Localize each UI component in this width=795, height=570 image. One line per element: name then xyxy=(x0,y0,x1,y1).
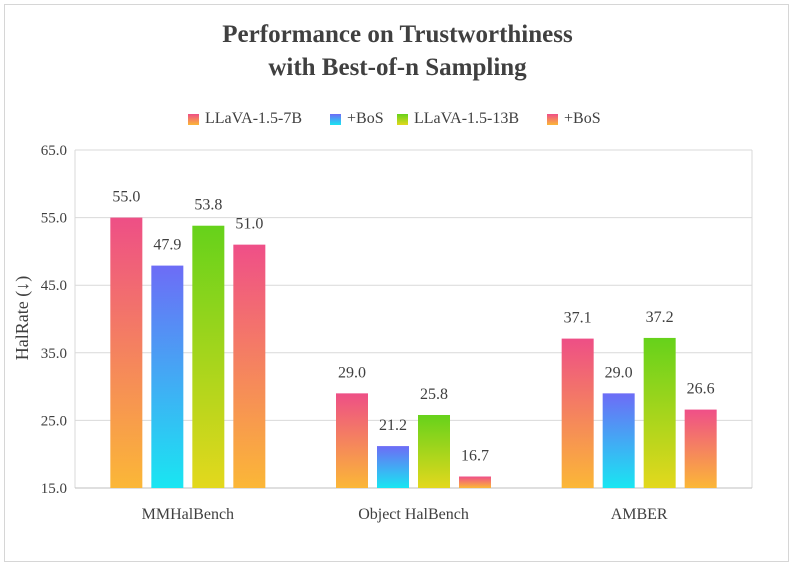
bar-2-3 xyxy=(684,409,717,488)
bar-1-2 xyxy=(418,414,450,488)
bar-2-0 xyxy=(561,338,594,488)
data-label: 47.9 xyxy=(153,237,181,254)
y-tick-labels: 15.0 25.0 35.0 45.0 55.0 65.0 xyxy=(41,143,67,497)
data-label: 26.6 xyxy=(687,381,715,398)
bar-2-1 xyxy=(602,393,635,488)
legend-label-llava-7b: LLaVA-1.5-7B xyxy=(205,110,303,127)
bar-1-0 xyxy=(336,393,368,488)
data-label: 29.0 xyxy=(338,364,366,381)
bar-0-1 xyxy=(151,265,184,488)
bars xyxy=(110,217,717,488)
data-label: 37.1 xyxy=(564,310,592,327)
y-tick-label: 25.0 xyxy=(41,413,67,429)
chart-title: Performance on Trustworthiness with Best… xyxy=(0,18,795,84)
y-tick-label: 55.0 xyxy=(41,211,67,227)
bar-1-1 xyxy=(377,446,409,488)
legend-swatch-bos-7b xyxy=(330,113,341,125)
y-tick-label: 35.0 xyxy=(41,346,67,362)
bar-0-2 xyxy=(192,225,225,488)
y-tick-label: 15.0 xyxy=(41,481,67,497)
legend-item-llava-13b: LLaVA-1.5-13B xyxy=(397,108,519,130)
y-axis-label: HalRate (↓) xyxy=(12,276,33,360)
x-category-label: MMHalBench xyxy=(142,506,234,523)
legend-label-llava-13b: LLaVA-1.5-13B xyxy=(414,110,520,127)
y-tick-label: 65.0 xyxy=(41,143,67,159)
data-label: 37.2 xyxy=(646,309,674,326)
legend-swatch-bos-13b xyxy=(547,113,558,125)
data-label: 51.0 xyxy=(235,216,263,233)
legend-label-bos-7b: +BoS xyxy=(347,110,384,127)
legend-item-bos-7b: +BoS xyxy=(330,108,384,130)
legend-swatch-llava-13b xyxy=(397,113,408,125)
chart-title-line-2: with Best-of-n Sampling xyxy=(268,54,527,81)
x-category-label: Object HalBench xyxy=(358,506,469,523)
gridlines xyxy=(74,149,753,489)
data-label: 55.0 xyxy=(112,189,140,206)
bar-0-3 xyxy=(233,244,266,488)
data-labels: 55.0 47.9 53.8 51.0 29.0 21.2 25.8 16.7 37.1 29.0… xyxy=(112,189,714,465)
legend-swatch-llava-7b xyxy=(188,113,199,125)
y-tick-label: 45.0 xyxy=(41,278,67,294)
data-label: 16.7 xyxy=(461,448,489,465)
bar-0-0 xyxy=(110,217,143,488)
bar-1-3 xyxy=(459,476,491,488)
legend-item-bos-13b: +BoS xyxy=(547,108,601,130)
data-label: 53.8 xyxy=(194,197,222,214)
x-category-labels: MMHalBench Object HalBench AMBER xyxy=(142,506,668,523)
data-label: 21.2 xyxy=(379,417,407,434)
chart-title-line-1: Performance on Trustworthiness xyxy=(222,21,573,48)
data-label: 29.0 xyxy=(605,364,633,381)
legend-label-bos-13b: +BoS xyxy=(564,110,601,127)
x-category-label: AMBER xyxy=(611,506,668,523)
data-label: 25.8 xyxy=(420,386,448,403)
legend: LLaVA-1.5-7B +BoS LLaVA-1.5-13B +BoS xyxy=(0,108,795,130)
legend-item-llava-7b: LLaVA-1.5-7B xyxy=(188,108,302,130)
bar-2-2 xyxy=(643,337,676,488)
